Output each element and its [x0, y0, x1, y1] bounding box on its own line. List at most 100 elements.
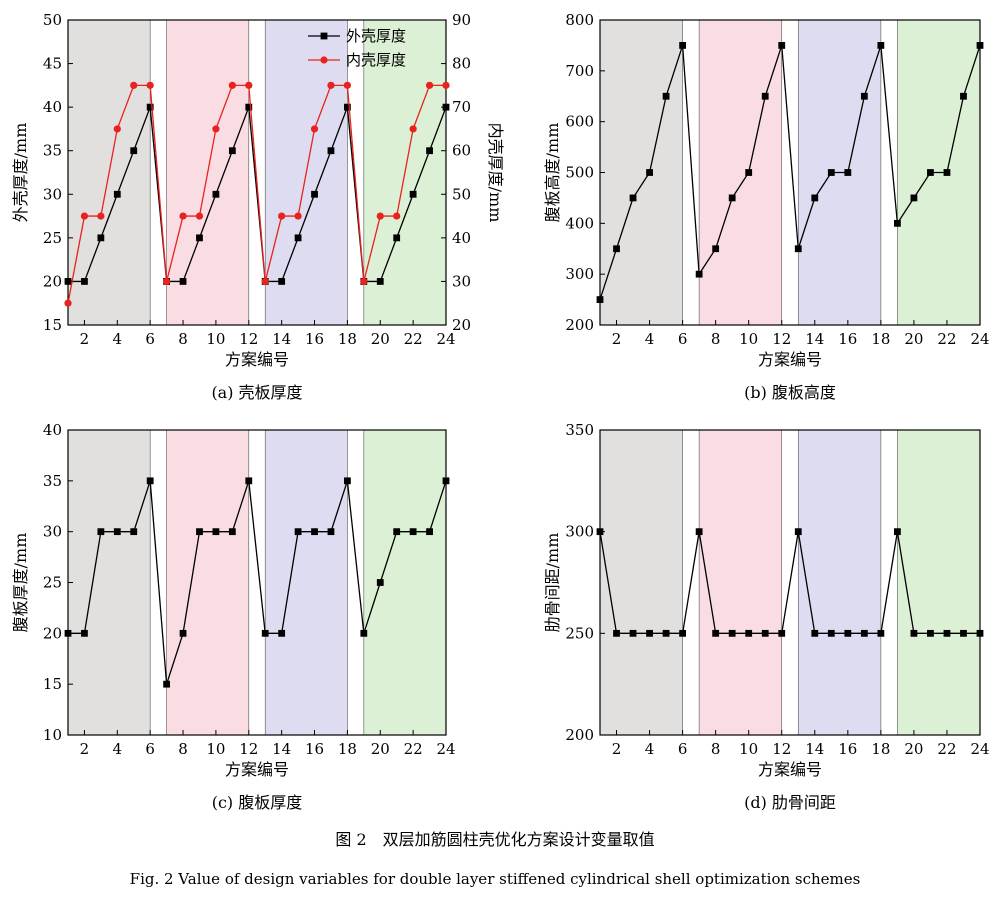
data-point [343, 81, 351, 89]
x-tick-label: 20 [904, 740, 923, 758]
data-point [113, 190, 121, 198]
data-point [745, 629, 753, 637]
x-tick-label: 14 [805, 330, 824, 348]
x-tick-label: 6 [678, 740, 688, 758]
scheme-band-2 [698, 19, 783, 326]
data-point [910, 194, 918, 202]
x-tick-label: 8 [178, 740, 188, 758]
y-tick-label: 200 [565, 316, 594, 334]
x-tick-label: 8 [178, 330, 188, 348]
x-tick-label: 10 [206, 740, 225, 758]
x-axis-label: 方案编号 [758, 760, 822, 779]
y-tick-label: 20 [43, 624, 62, 642]
y-tick-label: 30 [43, 523, 62, 541]
y-tick-label: 30 [43, 185, 62, 203]
y2-axis-label: 内壳厚度/mm [486, 123, 505, 223]
data-point [596, 296, 604, 303]
scheme-band-1 [67, 429, 151, 736]
x-tick-label: 22 [937, 740, 956, 758]
data-point [113, 528, 121, 536]
x-tick-label: 16 [838, 330, 857, 348]
x-tick-label: 20 [371, 330, 390, 348]
plot-frame [67, 19, 447, 326]
series-line-1 [68, 106, 447, 283]
series-line-1 [599, 45, 981, 300]
data-point [646, 169, 653, 176]
data-point [860, 629, 868, 637]
x-tick-label: 2 [612, 740, 622, 758]
data-point [212, 125, 220, 133]
x-tick-label: 12 [239, 740, 258, 758]
data-point [629, 629, 637, 637]
data-point [712, 245, 720, 253]
data-point [196, 528, 203, 536]
panel-caption: (c) 腹板厚度 [212, 793, 303, 812]
x-tick-label: 2 [80, 740, 90, 758]
data-point [130, 528, 138, 536]
y-tick-label: 700 [565, 62, 594, 80]
data-point [728, 629, 736, 637]
x-tick-label: 4 [113, 740, 123, 758]
data-point [294, 528, 302, 536]
data-point [179, 278, 187, 285]
x-tick-label: 10 [739, 740, 758, 758]
data-point [245, 477, 253, 485]
x-tick-label: 24 [970, 330, 989, 348]
data-point [409, 528, 417, 536]
y-axis-label: 外壳厚度/mm [11, 123, 30, 223]
x-tick-label: 24 [970, 740, 989, 758]
legend-marker [320, 56, 328, 64]
data-point [844, 169, 852, 176]
data-point [910, 629, 918, 637]
x-tick-label: 20 [904, 330, 923, 348]
data-point [327, 147, 335, 155]
y-axis-label: 腹板高度/mm [543, 123, 562, 223]
data-point [130, 147, 138, 155]
x-tick-label: 16 [838, 740, 857, 758]
y-tick-label: 35 [43, 472, 62, 490]
y-tick-label: 15 [43, 675, 62, 693]
data-point [245, 81, 253, 89]
scheme-band-1 [599, 19, 683, 326]
data-point [712, 629, 720, 637]
x-axis-label: 方案编号 [225, 350, 289, 369]
panel-caption: (a) 壳板厚度 [211, 383, 302, 402]
data-point [146, 81, 154, 89]
data-point [442, 477, 450, 485]
data-point [64, 278, 72, 285]
chart-panel-a: 2 4 6 8 10 12 14 16 18 20 22 2415202530354045502030… [11, 11, 505, 402]
data-point [728, 194, 736, 202]
data-point [261, 277, 269, 286]
data-point [81, 278, 88, 285]
x-tick-label: 2 [612, 330, 622, 348]
data-point [960, 629, 967, 637]
y2-tick-label: 60 [452, 142, 471, 160]
data-point [943, 169, 951, 176]
data-point [195, 212, 204, 220]
data-point [130, 81, 138, 89]
data-point [976, 42, 984, 49]
y-tick-label: 20 [43, 272, 62, 290]
figure-caption-en: Fig. 2 Value of design variables for dou… [130, 870, 861, 888]
y-tick-label: 250 [565, 624, 594, 642]
data-point [278, 212, 286, 220]
y-tick-label: 300 [565, 523, 594, 541]
y-tick-label: 35 [43, 142, 62, 160]
x-tick-label: 22 [937, 330, 956, 348]
x-tick-label: 4 [645, 740, 655, 758]
plot-frame [599, 429, 981, 736]
y-tick-label: 600 [565, 113, 594, 131]
data-point [695, 270, 703, 278]
data-point [343, 477, 351, 485]
y-tick-label: 25 [43, 229, 62, 247]
data-point [927, 629, 934, 637]
data-point [893, 219, 901, 227]
data-point [811, 194, 819, 202]
data-point [827, 169, 835, 176]
y-tick-label: 45 [43, 55, 62, 73]
y2-tick-label: 70 [452, 98, 471, 116]
scheme-band-3 [264, 429, 348, 736]
scheme-band-3 [797, 429, 882, 736]
data-point [228, 147, 236, 155]
